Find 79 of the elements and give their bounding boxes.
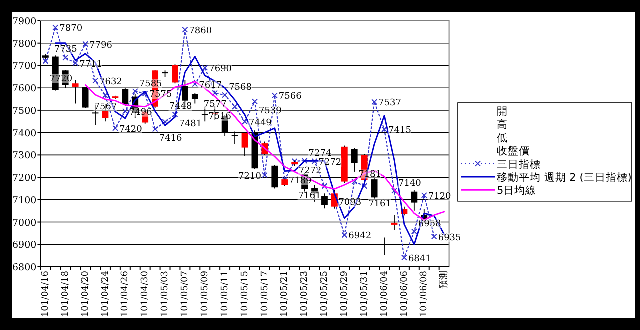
data-label: 6958 [418, 220, 442, 230]
data-label: 7415 [388, 126, 412, 136]
data-label: 7210 [238, 172, 262, 182]
y-tick-label: 7300 [12, 150, 37, 162]
data-label: 7537 [378, 98, 402, 109]
data-label: 7539 [258, 106, 282, 117]
text: 開 [497, 106, 508, 118]
x-tick-label: 101/04/18 [60, 270, 71, 318]
text: 收盤價 [497, 146, 530, 158]
data-label: 7711 [80, 60, 102, 70]
legend-label: 移動平均 週期 2 (三日指標) [497, 172, 632, 184]
x-tick-label: 101/05/21 [280, 271, 290, 318]
data-label: 7161 [368, 199, 392, 210]
data-label: 7516 [208, 112, 232, 122]
x-tick-label: 101/05/11 [220, 271, 230, 318]
data-label: 7448 [169, 102, 192, 112]
legend-label: 5日均線 [497, 185, 537, 198]
y-tick-label: 7700 [12, 61, 37, 72]
text: 高 [497, 118, 508, 132]
x-tick-label: 101/05/15 [240, 270, 250, 318]
data-label: 6935 [438, 233, 462, 244]
x-tick-label: 101/05/25 [320, 270, 330, 318]
data-label: 7496 [129, 108, 153, 118]
data-label: 7420 [119, 124, 143, 135]
data-label: 7568 [229, 83, 252, 94]
y-tick-label: 7600 [12, 84, 37, 95]
y-tick-label: 7500 [12, 106, 37, 117]
data-label: 7567 [94, 102, 118, 112]
data-label: 7632 [100, 77, 122, 88]
y-tick-label: 7000 [12, 218, 37, 229]
y-tick-label: 7800 [12, 38, 37, 50]
data-label: 6942 [348, 232, 372, 242]
data-label: 7189 [288, 176, 312, 187]
x-tick-label: 101/05/29 [340, 270, 350, 318]
data-label: 7735 [54, 44, 78, 55]
y-tick-label: 6800 [12, 262, 37, 274]
y-tick-label: 7100 [12, 195, 37, 206]
data-label: 6841 [408, 254, 432, 264]
data-label: 7181 [358, 170, 382, 180]
data-label: 7577 [204, 100, 228, 110]
data-label: 7585 [139, 79, 163, 90]
x-tick-label: 101/04/20 [80, 270, 91, 318]
x-tick-label: 預測 [438, 271, 450, 289]
x-tick-label: 101/06/06 [400, 270, 410, 318]
x-tick-label: 101/04/26 [120, 270, 131, 318]
data-label: 7860 [189, 26, 212, 36]
x-tick-label: 101/05/07 [180, 270, 191, 318]
text: 低 [497, 132, 508, 144]
data-label: 7617 [199, 80, 222, 91]
y-tick-label: 7400 [12, 128, 37, 140]
data-label: 7272 [298, 166, 322, 176]
data-label: 7870 [60, 24, 83, 34]
x-tick-label: 101/04/24 [100, 270, 111, 318]
x-tick-label: 101/04/16 [41, 270, 52, 318]
x-tick-label: 101/05/23 [300, 270, 310, 318]
x-tick-label: 101/05/03 [160, 270, 171, 318]
y-tick-label: 6900 [12, 240, 37, 252]
data-label: 7140 [398, 178, 422, 189]
data-label: 7120 [428, 192, 452, 202]
data-label: 7575 [149, 90, 173, 100]
x-tick-label: 101/05/09 [200, 270, 210, 318]
data-label: 7449 [249, 118, 272, 128]
data-label: 7690 [209, 64, 232, 74]
x-tick-label: 101/04/30 [140, 270, 151, 318]
x-tick-label: 101/05/17 [260, 270, 270, 318]
y-tick-label: 7200 [12, 173, 37, 184]
y-tick-label: 7900 [12, 16, 37, 28]
x-tick-label: 101/06/04 [380, 270, 390, 318]
data-label: 7481 [179, 120, 202, 130]
legend-label: 三日指標 [497, 158, 541, 171]
data-label: 7093 [338, 198, 362, 208]
x-tick-label: 101/06/08 [420, 270, 430, 318]
data-label: 7796 [90, 40, 113, 51]
data-label: 7566 [278, 92, 302, 102]
data-label: 7416 [159, 134, 182, 144]
data-label: 7274 [308, 148, 332, 159]
x-tick-label: 101/05/31 [360, 271, 370, 318]
data-label: 7272 [318, 158, 342, 168]
data-label: 7161 [298, 191, 322, 202]
